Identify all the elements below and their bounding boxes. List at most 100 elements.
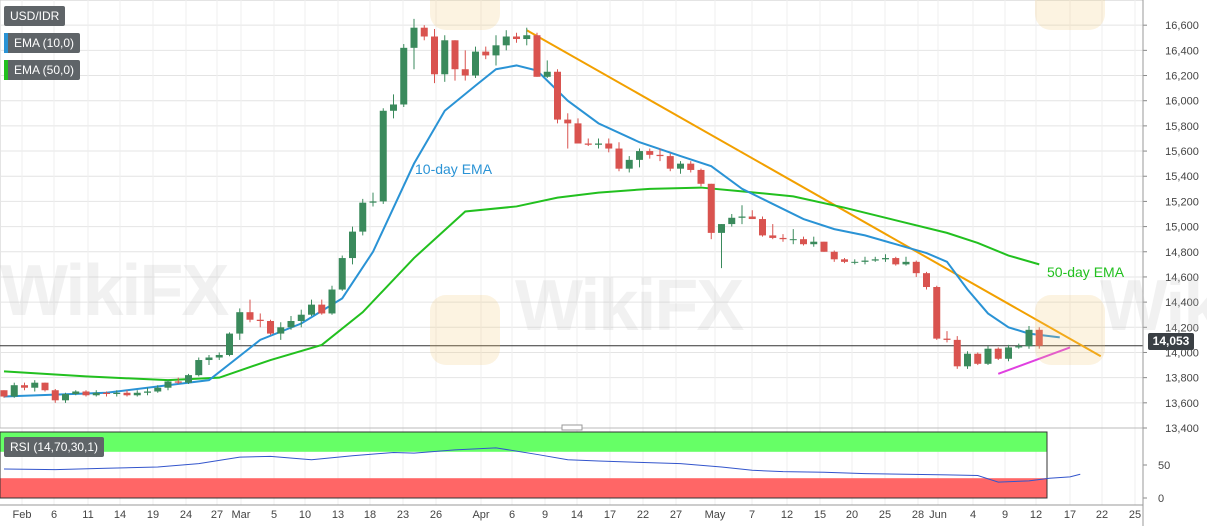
last-price-tag: 14,053 [1148,333,1194,350]
candle-body [902,261,910,265]
legend-ema50: EMA (50,0) [4,60,81,80]
candle-body [892,258,900,265]
candle-body [246,312,254,320]
x-tick-label: 25 [1129,509,1141,521]
candle-body [1025,329,1033,347]
candle-body [308,304,315,315]
x-tick-label: Feb [13,509,32,521]
x-tick-label: 18 [364,509,376,521]
candle-body [236,312,244,334]
candle-body [1035,329,1043,346]
legend-symbol: USD/IDR [4,6,66,26]
x-tick-label: 11 [82,509,93,521]
y-tick-label: 14,600 [1165,272,1199,284]
candle-body [759,219,766,236]
rsi-panel: 0 50 [0,431,1170,505]
rsi-line [3,447,1081,483]
candle-body [697,169,705,184]
y-axis: 13,400 13,600 13,800 14,000 14,200 14,400 14,6… [1142,0,1199,526]
candle-body [215,354,223,358]
candle-body [615,148,623,169]
rsi-tick-label: 50 [1158,460,1170,472]
candle-body [523,35,531,40]
x-tick-label: 28 [912,509,924,521]
ema50-line [3,186,1040,382]
candle-body [492,45,500,56]
x-tick-label: 4 [970,509,976,521]
ema50-annotation: 50-day EMA [1047,264,1125,280]
candle-body [871,259,879,261]
candle-body [205,357,213,361]
candle-body [964,353,971,367]
x-tick-label: 22 [1096,509,1108,521]
candle-body [133,392,141,396]
trendlines [526,29,1102,375]
candle-body [195,360,203,376]
candle-body [646,151,654,155]
x-tick-label: Jun [929,509,947,521]
candle-body [687,163,695,170]
candle-body [912,261,920,274]
legend-ema50-label: EMA (50,0) [14,63,75,77]
candle-body [410,27,418,48]
y-tick-label: 15,000 [1165,222,1199,234]
resistance-trendline [526,29,1102,358]
candle-body [420,27,428,37]
candle-body [953,339,961,367]
x-tick-label: 22 [637,509,649,521]
candle-body [164,381,172,388]
rsi-frame [0,431,1048,499]
candle-body [584,143,592,145]
candle-body [338,258,346,290]
ema10-line [3,64,1060,398]
x-tick-label: 12 [781,509,793,521]
candle-body [369,201,377,203]
x-tick-label: 25 [879,509,891,521]
candle-body [513,36,520,40]
x-axis: Feb 6 11 14 19 24 27 Mar 5 10 13 18 23 26 Apr 6 9 14 17 22 2… [0,504,1143,521]
candle-body [861,260,869,262]
candle-body [359,202,367,232]
ema50-swatch [4,60,8,80]
x-tick-label: Mar [232,509,251,521]
candle-body [595,143,602,145]
candle-body [974,353,982,364]
candle-body [748,216,756,220]
candle-body [103,392,110,395]
ema10-swatch [4,33,8,53]
candle-body [533,35,541,77]
x-tick-label: 6 [509,509,515,521]
candle-body [841,259,848,262]
candle-body [625,159,633,169]
candle-body [779,237,787,240]
y-tick-label: 16,600 [1165,20,1199,32]
candle-body [318,304,326,314]
legend-rsi-label: RSI (14,70,30,1) [10,440,99,454]
y-tick-label: 14,200 [1165,322,1199,334]
candle-body [72,391,80,395]
candle-body [154,387,162,392]
x-tick-label: 17 [604,509,616,521]
candle-body [1015,346,1023,348]
candle-body [267,321,274,334]
x-tick-label: 19 [147,509,159,521]
candle-body [379,110,387,202]
candle-body [707,183,715,233]
y-tick-label: 15,200 [1165,196,1199,208]
legend-ema10: EMA (10,0) [4,33,81,53]
candle-body [943,338,951,340]
chart-grid [0,0,1144,505]
candle-body [923,273,930,288]
candle-body [174,381,182,383]
x-tick-label: 10 [299,509,311,521]
candle-body [10,385,18,397]
candle-body [1005,347,1012,359]
candle-body [543,71,551,77]
candle-body [789,239,797,241]
candle-body [656,154,664,157]
x-tick-label: May [705,509,726,521]
candle-body [830,251,838,260]
x-tick-label: 5 [271,509,277,521]
y-tick-label: 14,000 [1165,347,1199,359]
x-tick-label: 24 [180,509,192,521]
